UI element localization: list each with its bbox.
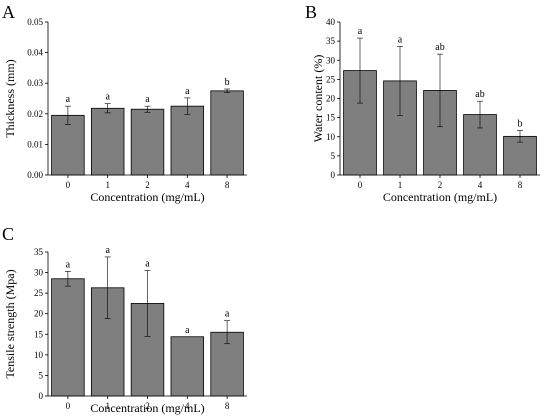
y-tick-label: 0.03	[27, 78, 43, 88]
bar-8	[503, 135, 537, 176]
y-axis-title: Tensile strength (Mpa)	[3, 269, 17, 378]
x-tick-label: 1	[398, 180, 403, 190]
x-tick-label: 4	[478, 180, 483, 190]
y-tick-label: 40	[326, 17, 336, 27]
x-tick-label: 8	[518, 180, 523, 190]
chart-panel-a: A 0.00 0.01 0.02 0.03 0.04 0.05 a 0 a 1 a 2 a 4 b 8 Conce…	[2, 2, 247, 204]
chart-panel-b: B 0 5 10 15 20 25 30 35 40 a 0 a 1 ab 2 ab 4 b 8 Concentrati…	[305, 2, 540, 204]
panel-letter: A	[2, 2, 15, 22]
y-tick-label: 35	[34, 247, 44, 257]
significance-label: a	[145, 94, 150, 105]
y-tick-label: 0.02	[27, 109, 43, 119]
y-tick-label: 20	[326, 94, 336, 104]
y-tick-label: 0	[39, 391, 44, 401]
significance-label: a	[185, 86, 190, 97]
significance-label: b	[518, 119, 523, 130]
significance-label: a	[66, 259, 71, 270]
significance-label: a	[145, 259, 150, 270]
y-tick-label: 5	[39, 370, 44, 380]
y-tick-label: 20	[34, 309, 44, 319]
x-tick-label: 2	[145, 180, 150, 190]
significance-label: a	[66, 94, 71, 105]
y-tick-label: 0.00	[27, 170, 43, 180]
y-tick-label: 15	[34, 329, 44, 339]
panel-letter: C	[2, 224, 14, 244]
y-tick-label: 10	[326, 132, 336, 142]
significance-label: a	[225, 309, 230, 320]
y-tick-label: 0.04	[27, 48, 43, 58]
x-tick-label: 1	[105, 401, 110, 411]
x-tick-label: 0	[358, 180, 363, 190]
significance-label: a	[398, 34, 403, 45]
y-tick-label: 30	[34, 268, 44, 278]
y-tick-label: 25	[34, 288, 44, 298]
bar-8	[210, 90, 244, 176]
x-axis-title: Concentration (mg/mL)	[90, 401, 204, 415]
x-tick-label: 4	[185, 180, 190, 190]
x-tick-label: 2	[438, 180, 443, 190]
y-axis-title: Water content (%)	[311, 55, 325, 143]
y-tick-label: 0	[331, 170, 336, 180]
y-tick-label: 35	[326, 36, 336, 46]
bar-4	[170, 336, 205, 397]
significance-label: a	[105, 245, 110, 256]
significance-label: a	[185, 325, 190, 336]
y-tick-label: 30	[326, 55, 336, 65]
significance-label: a	[105, 92, 110, 103]
panel-letter: B	[305, 2, 317, 22]
significance-label: ab	[475, 89, 484, 100]
y-axis-title: Thickness (mm)	[3, 59, 17, 137]
x-axis-title: Concentration (mg/mL)	[90, 190, 204, 204]
x-tick-label: 1	[105, 180, 110, 190]
y-tick-label: 10	[34, 350, 44, 360]
y-tick-label: 0.01	[27, 139, 43, 149]
x-tick-label: 4	[185, 401, 190, 411]
bar-0	[51, 278, 85, 397]
chart-panel-c: C 0 5 10 15 20 25 30 35 a 0 a 1 a 2 a 4 a 8 Concentration (…	[2, 224, 247, 415]
y-tick-label: 25	[326, 74, 336, 84]
x-tick-label: 2	[145, 401, 150, 411]
x-tick-label: 0	[66, 180, 71, 190]
bar-1	[90, 107, 125, 176]
x-tick-label: 8	[225, 401, 230, 411]
bar-4	[170, 105, 205, 176]
x-axis-title: Concentration (mg/mL)	[383, 190, 497, 204]
significance-label: b	[225, 77, 230, 88]
x-tick-label: 0	[66, 401, 71, 411]
y-tick-label: 15	[326, 113, 336, 123]
x-tick-label: 8	[225, 180, 230, 190]
bar-2	[130, 108, 165, 176]
significance-label: ab	[435, 42, 444, 53]
y-tick-label: 0.05	[27, 17, 43, 27]
y-tick-label: 5	[331, 151, 336, 161]
significance-label: a	[358, 26, 363, 37]
